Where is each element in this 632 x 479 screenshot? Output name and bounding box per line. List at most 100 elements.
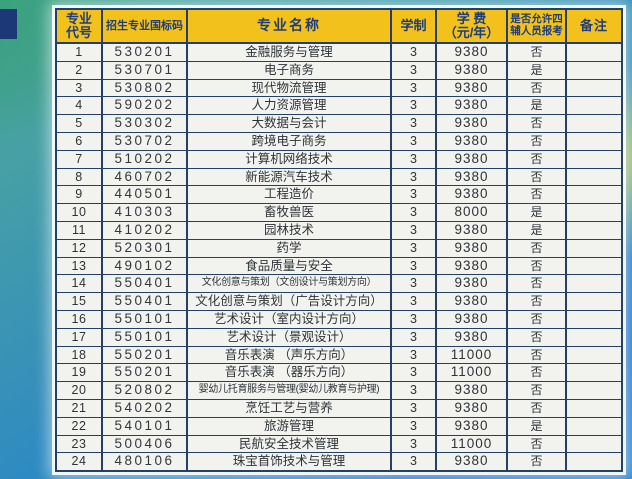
cell-remark	[565, 398, 623, 418]
cell-allowed: 否	[506, 114, 567, 133]
cell-fee: 9380	[435, 292, 508, 311]
cell-no: 20	[55, 381, 103, 400]
header-line: 辅人员报考	[510, 25, 563, 37]
cell-name: 大数据与会计	[186, 114, 392, 133]
cell-no: 10	[55, 203, 103, 222]
cell-years: 3	[390, 60, 437, 80]
cell-code: 530302	[101, 114, 188, 133]
cell-name: 艺术设计（景观设计）	[186, 327, 392, 347]
cell-fee: 9380	[435, 452, 508, 472]
cell-no: 1	[55, 42, 103, 62]
cell-years: 3	[390, 327, 437, 347]
cell-no: 13	[55, 256, 103, 276]
cell-no: 12	[55, 238, 103, 258]
cell-name: 文化创意与策划（文创设计与策划方向）	[186, 274, 392, 294]
cell-fee: 9380	[435, 238, 508, 258]
cell-allowed: 否	[506, 149, 567, 169]
table-row: 1 530201 金融服务与管理 3 9380 否	[55, 42, 623, 62]
cell-years: 3	[390, 309, 437, 329]
cell-name: 食品质量与安全	[186, 256, 392, 276]
cell-remark	[565, 452, 623, 472]
cell-code: 410202	[101, 220, 188, 240]
header-line: （元/年）	[443, 25, 500, 40]
cell-no: 21	[55, 398, 103, 418]
cell-no: 7	[55, 149, 103, 169]
table-row: 15 550401 文化创意与策划（广告设计方向） 3 9380 否	[55, 292, 623, 311]
cell-allowed: 否	[506, 274, 567, 294]
cell-years: 3	[390, 238, 437, 258]
cell-no: 11	[55, 220, 103, 240]
table-row: 12 520301 药学 3 9380 否	[55, 238, 623, 258]
cell-years: 3	[390, 114, 437, 133]
cell-allowed: 否	[506, 309, 567, 329]
col-header-tuition: 学 费（元/年）	[435, 8, 508, 44]
header-line: 备注	[579, 17, 608, 33]
cell-code: 540202	[101, 398, 188, 418]
cell-code: 490102	[101, 256, 188, 276]
cell-name: 民航安全技术管理	[186, 434, 392, 454]
cell-code: 440501	[101, 185, 188, 205]
cell-fee: 9380	[435, 398, 508, 418]
cell-fee: 9380	[435, 78, 508, 98]
cell-fee: 9380	[435, 274, 508, 294]
cell-years: 3	[390, 131, 437, 151]
cell-code: 530201	[101, 42, 188, 62]
cell-fee: 11000	[435, 363, 508, 383]
cell-no: 5	[55, 114, 103, 133]
table-row: 22 540101 旅游管理 3 9380 是	[55, 416, 623, 436]
cell-code: 550401	[101, 274, 188, 294]
cell-no: 6	[55, 131, 103, 151]
cell-fee: 9380	[435, 167, 508, 187]
cell-fee: 9380	[435, 185, 508, 205]
cell-years: 3	[390, 203, 437, 222]
cell-fee: 9380	[435, 416, 508, 436]
cell-name: 金融服务与管理	[186, 42, 392, 62]
cell-fee: 9380	[435, 327, 508, 347]
cell-remark	[565, 149, 623, 169]
cell-code: 520301	[101, 238, 188, 258]
cell-remark	[565, 60, 623, 80]
cell-remark	[565, 309, 623, 329]
table-row: 3 530802 现代物流管理 3 9380 否	[55, 78, 623, 98]
cell-allowed: 否	[506, 256, 567, 276]
cell-no: 17	[55, 327, 103, 347]
cell-allowed: 否	[506, 238, 567, 258]
cell-remark	[565, 327, 623, 347]
cell-name: 电子商务	[186, 60, 392, 80]
cell-no: 23	[55, 434, 103, 454]
cell-remark	[565, 78, 623, 98]
table-row: 21 540202 烹饪工艺与营养 3 9380 否	[55, 398, 623, 418]
cell-allowed: 是	[506, 416, 567, 436]
cell-fee: 9380	[435, 131, 508, 151]
cell-no: 8	[55, 167, 103, 187]
cell-allowed: 否	[506, 452, 567, 472]
table-row: 11 410202 园林技术 3 9380 是	[55, 220, 623, 240]
cell-remark	[565, 238, 623, 258]
cell-years: 3	[390, 185, 437, 205]
table-row: 14 550401 文化创意与策划（文创设计与策划方向） 3 9380 否	[55, 274, 623, 294]
col-header-duration: 学制	[390, 8, 437, 44]
cell-code: 590202	[101, 96, 188, 116]
cell-allowed: 是	[506, 203, 567, 222]
cell-years: 3	[390, 363, 437, 383]
cell-fee: 9380	[435, 96, 508, 116]
table-row: 23 500406 民航安全技术管理 3 11000 否	[55, 434, 623, 454]
table-row: 20 520802 婴幼儿托育服务与管理(婴幼儿教育与护理) 3 9380 否	[55, 381, 623, 400]
cell-years: 3	[390, 149, 437, 169]
cell-code: 550201	[101, 363, 188, 383]
cell-fee: 8000	[435, 203, 508, 222]
cell-name: 文化创意与策划（广告设计方向）	[186, 292, 392, 311]
cell-name: 现代物流管理	[186, 78, 392, 98]
cell-name: 跨境电子商务	[186, 131, 392, 151]
table-row: 10 410303 畜牧兽医 3 8000 是	[55, 203, 623, 222]
cell-fee: 11000	[435, 434, 508, 454]
cell-fee: 9380	[435, 60, 508, 80]
cell-no: 18	[55, 345, 103, 365]
cell-no: 9	[55, 185, 103, 205]
table-row: 9 440501 工程造价 3 9380 否	[55, 185, 623, 205]
cell-code: 530702	[101, 131, 188, 151]
cell-allowed: 否	[506, 185, 567, 205]
cell-code: 550401	[101, 292, 188, 311]
col-header-eligibility: 是否允许四 辅人员报考	[506, 8, 567, 44]
